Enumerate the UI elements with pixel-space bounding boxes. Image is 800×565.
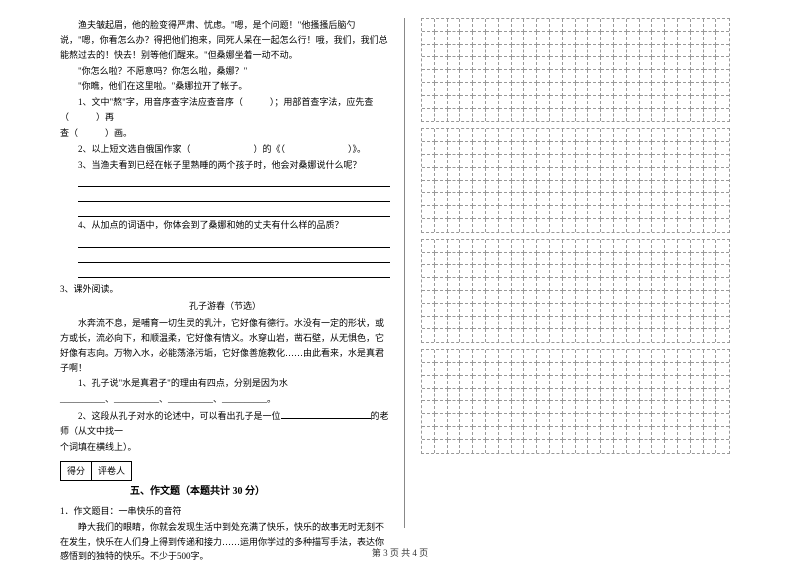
- right-column: [404, 18, 730, 528]
- writing-grids: [421, 18, 730, 460]
- question-4: 4、从加点的词语中，你体会到了桑娜和她的丈夫有什么样的品质？: [60, 218, 390, 233]
- left-column: 渔夫皱起眉，他的脸变得严肃、忧虑。"嗯，是个问题！"他搔搔后脑勺说，"嗯，你看怎…: [60, 18, 390, 528]
- writing-q1: 1．作文题目：一串快乐的音符: [60, 504, 390, 519]
- blank-line: [281, 408, 371, 419]
- question-1a: 1、文中"熬"字，用音序查字法应查音序（ ）；用部首查字法，应先查（ ）再: [60, 95, 390, 125]
- essay-q2: 2、这段从孔子对水的论述中，可以看出孔子是一位的老师（从文中找一: [60, 408, 390, 439]
- writing-grid-block: [421, 239, 730, 343]
- score-box: 得分 评卷人: [60, 461, 390, 482]
- question-3: 3、当渔夫看到已经在帐子里熟睡的两个孩子时，他会对桑娜说什么呢？: [60, 158, 390, 173]
- answer-line: [78, 173, 390, 187]
- answer-line: [78, 264, 390, 278]
- outside-reading-label: 3、课外阅读。: [60, 282, 390, 297]
- page-footer: 第 3 页 共 4 页: [0, 546, 800, 559]
- writing-grid-block: [421, 128, 730, 232]
- essay-q1: 1、孔子说"水是真君子"的理由有四点，分别是因为水: [60, 376, 390, 391]
- section-5-title: 五、作文题（本题共计 30 分）: [130, 484, 390, 501]
- answer-line: [78, 234, 390, 248]
- essay-q2c: 个词填在横线上）。: [60, 440, 390, 455]
- score-label: 得分: [60, 461, 92, 482]
- writing-grid-block: [421, 349, 730, 453]
- answer-line: [78, 203, 390, 217]
- question-2: 2、以上短文选自俄国作家（ ）的《（ ）》。: [60, 142, 390, 157]
- essay-q1-blanks: __________、__________、__________、_______…: [60, 392, 390, 407]
- essay-p1: 水奔流不息，是哺育一切生灵的乳汁，它好像有德行。水没有一定的形状，或方或长，流必…: [60, 316, 390, 375]
- passage-p3: "你瞧，他们在这里啦。"桑娜拉开了帐子。: [60, 79, 390, 94]
- grader-label: 评卷人: [92, 461, 132, 482]
- answer-line: [78, 249, 390, 263]
- answer-line: [78, 188, 390, 202]
- passage-p1: 渔夫皱起眉，他的脸变得严肃、忧虑。"嗯，是个问题！"他搔搔后脑勺说，"嗯，你看怎…: [60, 18, 390, 63]
- question-1b: 查（ ）画。: [60, 126, 390, 141]
- passage-p2: "你怎么啦？不愿意吗？你怎么啦，桑娜？": [60, 64, 390, 79]
- writing-grid-block: [421, 18, 730, 122]
- essay-title: 孔子游春（节选）: [60, 299, 390, 314]
- essay-q2a: 2、这段从孔子对水的论述中，可以看出孔子是一位: [78, 411, 281, 421]
